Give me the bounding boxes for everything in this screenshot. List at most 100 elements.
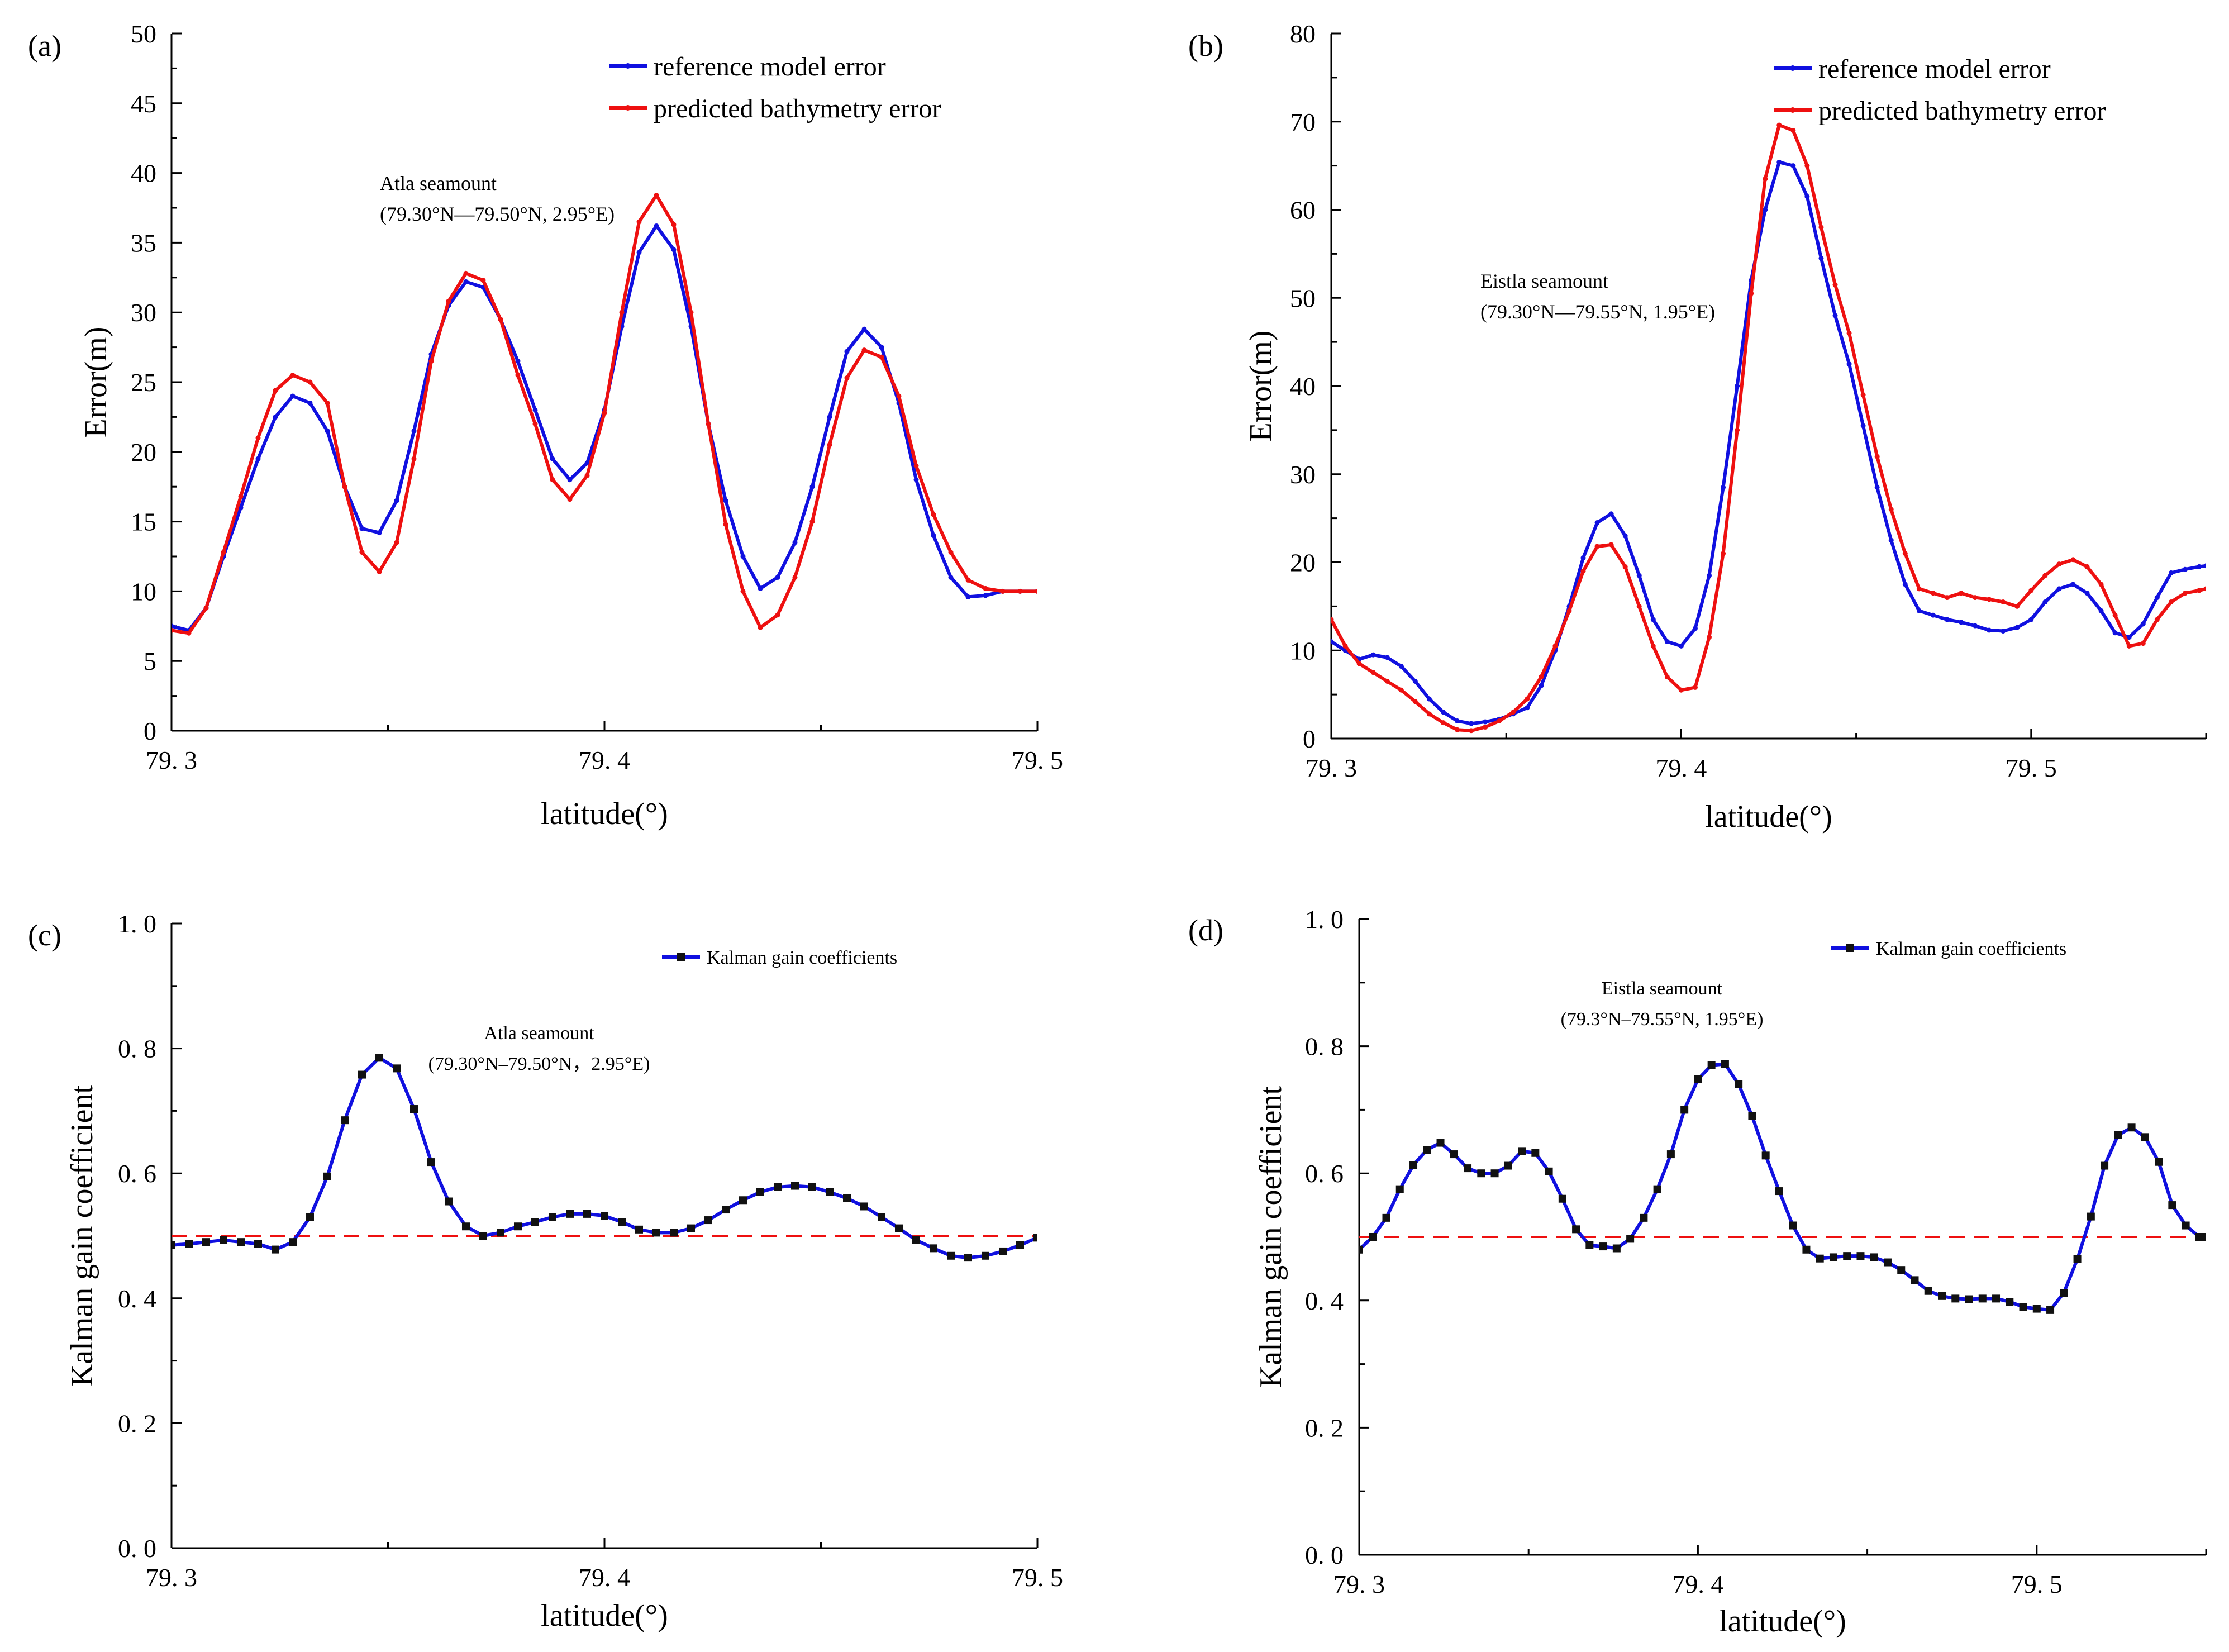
- data-point: [2154, 595, 2160, 601]
- data-point: [1640, 1213, 1648, 1222]
- data-point: [1832, 313, 1838, 318]
- data-point: [479, 1232, 487, 1240]
- data-point: [1525, 696, 1530, 702]
- data-point: [1580, 555, 1586, 561]
- data-point: [480, 278, 486, 283]
- data-point: [1450, 1150, 1458, 1159]
- data-point: [774, 1183, 782, 1191]
- panel-label: (a): [28, 29, 61, 63]
- x-axis-label: latitude(°): [541, 797, 668, 831]
- data-point: [635, 1225, 643, 1234]
- y-tick-label: 0. 2: [118, 1409, 156, 1437]
- data-point: [1440, 720, 1446, 726]
- data-point: [325, 428, 330, 434]
- data-point: [532, 407, 538, 413]
- data-point: [238, 505, 244, 511]
- data-point: [965, 594, 971, 599]
- data-point: [879, 345, 884, 350]
- data-point: [1398, 687, 1404, 693]
- data-point: [1973, 623, 1978, 629]
- data-point: [636, 219, 642, 225]
- annotation-text: (79.30°N—79.55°N, 1.95°E): [1480, 301, 1715, 323]
- data-point: [1678, 687, 1684, 693]
- data-point: [2126, 635, 2132, 640]
- data-point: [723, 498, 728, 503]
- chart-panel-b: (b) 0 10 20 30 40 50 60 70 80 79. 3 79. 4 79. 5 latit…: [1188, 20, 2207, 834]
- data-point: [2168, 599, 2174, 604]
- data-point: [2168, 570, 2174, 575]
- data-point: [515, 359, 521, 364]
- data-point: [1552, 643, 1558, 649]
- data-point: [1626, 1235, 1635, 1243]
- data-point: [1776, 159, 1782, 165]
- data-point: [2168, 1201, 2176, 1210]
- data-point: [775, 612, 780, 618]
- data-point: [723, 522, 728, 527]
- data-point: [1804, 163, 1810, 169]
- legend-marker: [1790, 107, 1795, 113]
- data-point: [671, 222, 677, 227]
- data-point: [2028, 617, 2034, 622]
- data-point: [809, 519, 815, 525]
- data-point: [2098, 608, 2104, 613]
- data-point: [1359, 1245, 1363, 1254]
- data-point: [740, 588, 746, 594]
- data-point: [2114, 1131, 2122, 1139]
- y-tick-label: 35: [131, 228, 156, 257]
- data-point: [1992, 1294, 2001, 1303]
- data-point: [567, 477, 573, 483]
- legend-label: predicted bathymetry error: [1818, 96, 2106, 126]
- data-point: [809, 484, 815, 489]
- data-point: [1902, 551, 1908, 556]
- data-point: [1692, 626, 1698, 631]
- data-point: [671, 247, 677, 253]
- y-tick-label: 10: [131, 577, 156, 606]
- data-point: [1883, 1258, 1892, 1267]
- data-point: [2042, 599, 2048, 604]
- data-point: [1464, 1164, 1472, 1173]
- data-point: [1384, 655, 1390, 660]
- data-point: [2101, 1161, 2109, 1170]
- series-line-primary: [172, 1056, 1037, 1260]
- data-point: [670, 1229, 678, 1237]
- annotation-text: Eistla seamount: [1480, 270, 1608, 292]
- data-point: [982, 1251, 989, 1260]
- data-point: [1973, 595, 1978, 601]
- data-point: [1678, 643, 1684, 649]
- data-point: [1790, 128, 1796, 134]
- legend: reference model error predicted bathymetr…: [609, 52, 941, 123]
- data-point: [428, 359, 434, 364]
- data-point: [931, 512, 936, 517]
- data-point: [2056, 586, 2062, 592]
- data-point: [948, 574, 954, 580]
- data-point: [843, 1194, 851, 1202]
- data-point: [1911, 1276, 1919, 1284]
- y-axis-label: Kalman gain coefficient: [1254, 1086, 1288, 1388]
- data-point: [1902, 582, 1908, 587]
- data-point: [1916, 586, 1922, 592]
- data-point: [704, 1216, 712, 1225]
- data-point: [2084, 591, 2090, 596]
- data-point: [618, 1218, 626, 1226]
- data-point: [1856, 1252, 1865, 1260]
- data-point: [394, 498, 399, 503]
- data-point: [2001, 629, 2006, 634]
- x-tick-label: 79. 3: [146, 1563, 197, 1592]
- data-point: [1518, 1147, 1526, 1155]
- data-point: [254, 1240, 262, 1248]
- data-point: [1721, 551, 1726, 556]
- data-point: [375, 1054, 383, 1062]
- data-point: [1580, 568, 1586, 574]
- data-point: [758, 585, 763, 591]
- data-point: [549, 1213, 556, 1221]
- data-point: [307, 379, 313, 385]
- data-point: [1789, 1221, 1797, 1230]
- data-point: [688, 310, 694, 315]
- data-point: [913, 477, 919, 483]
- data-point: [550, 477, 555, 483]
- data-point: [2182, 591, 2188, 596]
- data-point: [359, 526, 365, 531]
- x-tick-label: 79. 4: [1655, 754, 1707, 782]
- data-point: [1398, 664, 1404, 669]
- y-tick-label: 40: [1290, 372, 1316, 401]
